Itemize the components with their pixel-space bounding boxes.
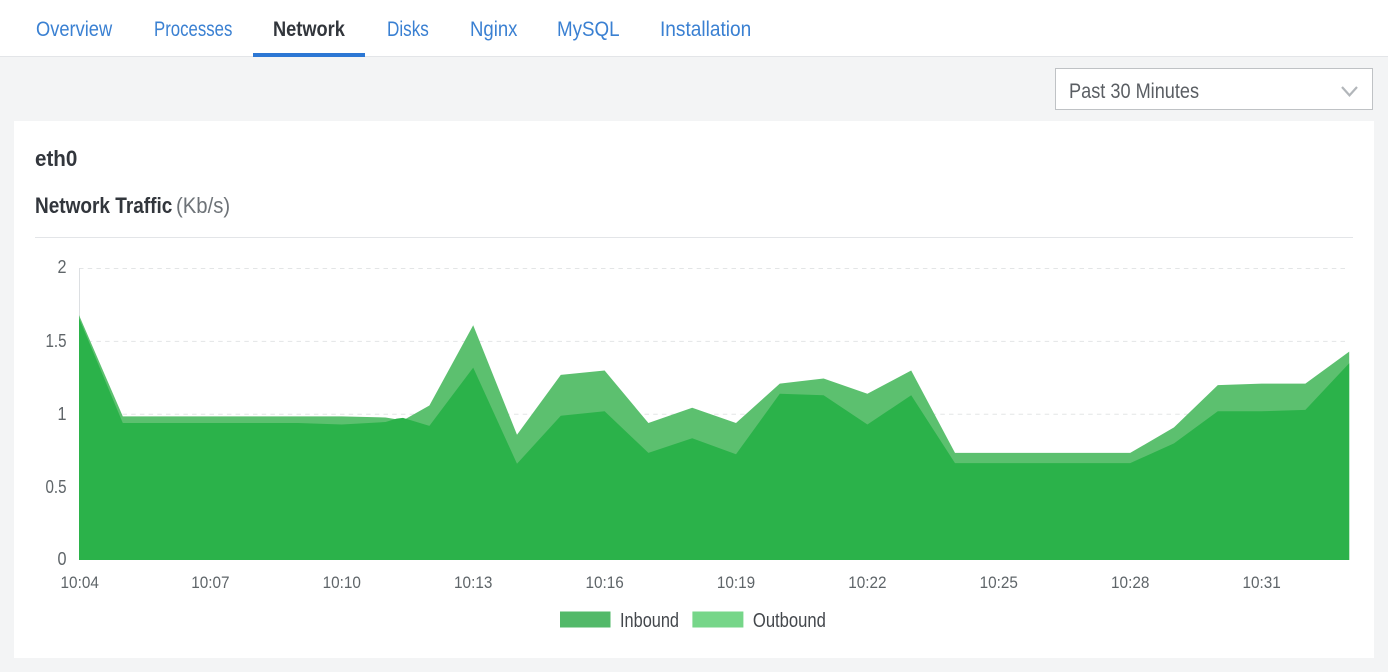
svg-text:10:04: 10:04 [61,573,99,592]
svg-text:10:19: 10:19 [717,573,755,592]
svg-text:10:28: 10:28 [1111,573,1149,592]
svg-text:10:07: 10:07 [191,573,229,592]
svg-text:10:31: 10:31 [1242,573,1280,592]
svg-text:1: 1 [58,404,67,424]
svg-text:10:25: 10:25 [980,573,1018,592]
svg-text:10:16: 10:16 [585,573,623,592]
svg-text:1.5: 1.5 [46,331,67,351]
svg-text:Outbound: Outbound [753,610,826,632]
svg-text:0: 0 [58,549,67,569]
svg-text:10:22: 10:22 [848,573,886,592]
svg-text:10:10: 10:10 [323,573,361,592]
svg-text:0.5: 0.5 [46,477,67,497]
svg-text:2: 2 [58,257,67,277]
svg-text:Inbound: Inbound [620,610,679,632]
svg-text:10:13: 10:13 [454,573,492,592]
